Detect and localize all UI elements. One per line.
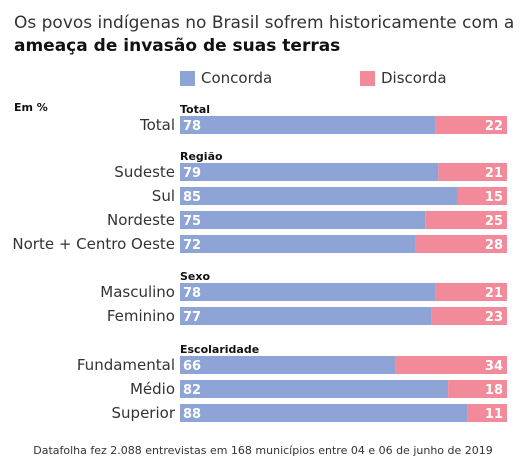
bar-discorda-medio: [448, 380, 507, 398]
row-label-feminino: Feminino: [107, 307, 175, 325]
row-label-medio: Médio: [130, 380, 175, 398]
value-concorda-feminino: 77: [183, 310, 201, 325]
bar-discorda-feminino: [431, 307, 507, 325]
bar-concorda-total: [180, 116, 436, 134]
value-discorda-superior: 11: [485, 407, 503, 422]
bar-discorda-nordeste: [425, 211, 507, 229]
value-concorda-total: 78: [183, 119, 201, 134]
value-concorda-nordeste: 75: [183, 214, 201, 229]
bar-discorda-norte-centro-oeste: [415, 235, 507, 253]
value-discorda-total: 22: [485, 119, 503, 134]
unit-label: Em %: [14, 101, 48, 114]
value-concorda-fundamental: 66: [183, 359, 201, 374]
bar-concorda-feminino: [180, 307, 432, 325]
value-concorda-medio: 82: [183, 383, 201, 398]
bar-concorda-norte-centro-oeste: [180, 235, 416, 253]
bar-discorda-masculino: [435, 283, 507, 301]
row-label-fundamental: Fundamental: [77, 356, 175, 374]
row-label-nordeste: Nordeste: [107, 211, 175, 229]
value-concorda-sul: 85: [183, 190, 201, 205]
bar-discorda-sul: [457, 187, 507, 205]
row-label-sul: Sul: [152, 187, 175, 205]
value-discorda-nordeste: 25: [485, 214, 503, 229]
bar-concorda-masculino: [180, 283, 436, 301]
bar-concorda-medio: [180, 380, 449, 398]
group-header-regiao: Região: [180, 150, 223, 163]
row-label-total: Total: [139, 116, 175, 134]
chart-title: Os povos indígenas no Brasil sofrem hist…: [14, 12, 519, 58]
bar-concorda-superior: [180, 404, 468, 422]
row-label-norte-centro-oeste: Norte + Centro Oeste: [12, 235, 175, 253]
value-concorda-norte-centro-oeste: 72: [183, 238, 201, 253]
group-header-escolaridade: Escolaridade: [180, 343, 259, 356]
value-discorda-sul: 15: [485, 190, 503, 205]
value-concorda-superior: 88: [183, 407, 201, 422]
legend-swatch-concorda: [180, 70, 195, 86]
bar-concorda-nordeste: [180, 211, 426, 229]
bar-discorda-total: [435, 116, 507, 134]
bar-discorda-superior: [467, 404, 507, 422]
legend-label-discorda: Discorda: [381, 69, 447, 87]
value-discorda-fundamental: 34: [485, 359, 503, 374]
bar-concorda-sudeste: [180, 163, 439, 181]
value-discorda-norte-centro-oeste: 28: [485, 238, 503, 253]
title-line-2: ameaça de invasão de suas terras: [14, 36, 341, 56]
legend-item-discorda: Discorda: [360, 68, 447, 88]
legend-item-concorda: Concorda: [180, 68, 272, 88]
bar-discorda-sudeste: [438, 163, 507, 181]
legend-swatch-discorda: [360, 70, 375, 86]
row-label-masculino: Masculino: [100, 283, 175, 301]
value-concorda-masculino: 78: [183, 286, 201, 301]
group-header-total: Total: [180, 103, 210, 116]
bar-concorda-sul: [180, 187, 458, 205]
value-concorda-sudeste: 79: [183, 166, 201, 181]
value-discorda-feminino: 23: [485, 310, 503, 325]
legend-label-concorda: Concorda: [201, 69, 273, 87]
value-discorda-medio: 18: [485, 383, 503, 398]
row-label-sudeste: Sudeste: [114, 163, 175, 181]
title-line-1: Os povos indígenas no Brasil sofrem hist…: [14, 13, 515, 33]
value-discorda-sudeste: 21: [485, 166, 503, 181]
bar-concorda-fundamental: [180, 356, 396, 374]
row-label-superior: Superior: [112, 404, 176, 422]
group-header-sexo: Sexo: [180, 270, 210, 283]
stacked-bar-chart: Total Total 78 22 Região Sudeste 79 21 Sul 85 15 No…: [12, 103, 507, 422]
footnote: Datafolha fez 2.088 entrevistas em 168 m…: [33, 444, 493, 457]
value-discorda-masculino: 21: [485, 286, 503, 301]
bar-discorda-fundamental: [395, 356, 507, 374]
